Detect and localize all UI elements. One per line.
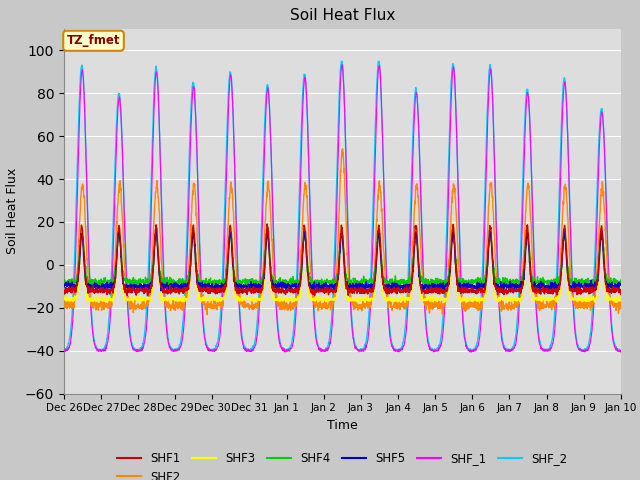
SHF1	[144, 293, 152, 299]
SHF5	[338, 225, 346, 231]
SHF_2	[617, 348, 625, 353]
SHF2	[339, 146, 346, 152]
SHF4	[617, 279, 625, 285]
SHF_1	[281, 349, 289, 355]
SHF2	[359, 300, 367, 305]
SHF1	[505, 288, 513, 294]
SHF4	[359, 280, 367, 286]
SHF2	[505, 303, 513, 309]
SHF3	[440, 300, 448, 305]
SHF_1	[617, 348, 625, 354]
SHF3	[216, 296, 223, 302]
SHF_1	[584, 346, 591, 352]
SHF2	[216, 300, 223, 306]
SHF2	[584, 304, 591, 310]
SHF4	[505, 278, 513, 284]
SHF4	[568, 277, 576, 283]
SHF2	[617, 300, 625, 306]
Y-axis label: Soil Heat Flux: Soil Heat Flux	[6, 168, 19, 254]
SHF_2	[568, 272, 576, 278]
SHF_2	[468, 349, 476, 355]
Line: SHF_2: SHF_2	[64, 61, 621, 352]
Line: SHF5: SHF5	[64, 228, 621, 293]
SHF_1	[359, 348, 367, 353]
SHF1	[359, 289, 367, 295]
SHF5	[371, 277, 379, 283]
SHF_1	[338, 62, 346, 68]
SHF5	[60, 283, 68, 288]
X-axis label: Time: Time	[327, 419, 358, 432]
SHF1	[60, 290, 68, 296]
SHF1	[264, 221, 271, 227]
Line: SHF_1: SHF_1	[64, 65, 621, 352]
SHF2	[204, 312, 211, 317]
SHF_1	[371, 162, 379, 168]
SHF_1	[568, 277, 576, 283]
SHF4	[216, 279, 223, 285]
SHF3	[359, 296, 367, 302]
SHF4	[93, 285, 100, 290]
SHF3	[584, 294, 591, 300]
Line: SHF1: SHF1	[64, 224, 621, 296]
SHF3	[505, 297, 513, 303]
SHF5	[216, 283, 223, 288]
SHF2	[568, 290, 576, 296]
SHF5	[127, 290, 135, 296]
SHF4	[584, 278, 591, 284]
SHF5	[568, 283, 576, 289]
SHF5	[617, 282, 625, 288]
SHF5	[505, 285, 513, 291]
SHF_2	[60, 348, 68, 354]
Text: TZ_fmet: TZ_fmet	[67, 34, 120, 47]
SHF1	[371, 277, 379, 283]
SHF1	[216, 285, 223, 291]
SHF4	[412, 228, 419, 234]
SHF3	[60, 293, 68, 299]
SHF_2	[375, 58, 383, 64]
SHF1	[568, 288, 576, 294]
SHF4	[60, 279, 68, 285]
SHF1	[617, 291, 625, 297]
SHF5	[584, 284, 591, 289]
SHF3	[77, 222, 85, 228]
SHF2	[371, 256, 379, 262]
Legend: SHF1, SHF2, SHF3, SHF4, SHF5, SHF_1, SHF_2: SHF1, SHF2, SHF3, SHF4, SHF5, SHF_1, SHF…	[113, 447, 572, 480]
SHF_2	[216, 327, 223, 333]
SHF_2	[371, 152, 378, 158]
SHF4	[371, 270, 379, 276]
SHF_1	[216, 337, 223, 343]
SHF_2	[584, 344, 591, 349]
SHF3	[568, 294, 576, 300]
SHF3	[617, 297, 625, 302]
Line: SHF3: SHF3	[64, 225, 621, 302]
SHF_2	[358, 347, 366, 352]
SHF_1	[60, 348, 68, 354]
Line: SHF2: SHF2	[64, 149, 621, 314]
SHF_1	[505, 348, 513, 354]
SHF2	[60, 303, 68, 309]
Title: Soil Heat Flux: Soil Heat Flux	[290, 9, 395, 24]
Line: SHF4: SHF4	[64, 231, 621, 288]
SHF1	[584, 285, 591, 291]
SHF3	[371, 288, 379, 294]
SHF_2	[505, 348, 513, 354]
SHF5	[359, 283, 367, 289]
